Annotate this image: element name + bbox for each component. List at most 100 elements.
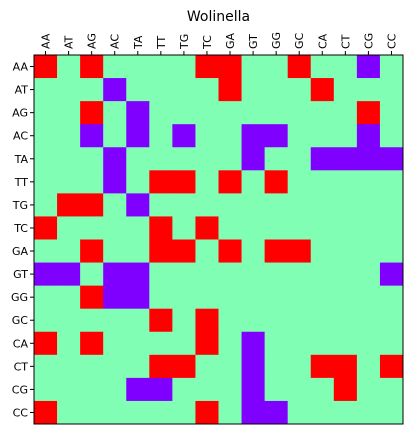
- y-tick-label: TG: [12, 199, 28, 212]
- heatmap-cell-AT-AT: [57, 78, 81, 102]
- heatmap-cell-CG-TG: [172, 377, 196, 402]
- heatmap-cell-CC-AT: [57, 400, 81, 425]
- heatmap-cell-TC-AA: [34, 216, 58, 240]
- heatmap-cell-CG-GT: [241, 377, 266, 402]
- heatmap-cell-CC-AA: [34, 400, 58, 425]
- heatmap-cell-GA-AG: [80, 239, 104, 263]
- heatmap-cell-CT-GC: [287, 354, 312, 379]
- heatmap-cell-TC-AG: [80, 216, 104, 240]
- heatmap-cell-TG-GC: [287, 193, 312, 217]
- x-tick-label: AG: [86, 33, 99, 49]
- heatmap-cell-GG-TG: [172, 285, 196, 310]
- x-axis-ticks: AA AT AG AC TA TT TG TC GA GT GG GC CA CT CG CC: [40, 32, 398, 55]
- heatmap-cell-CC-CA: [310, 400, 335, 425]
- heatmap-cell-CG-AC: [103, 377, 127, 402]
- heatmap-cell-CC-TT: [149, 400, 173, 425]
- heatmap-cell-AA-GG: [264, 55, 289, 79]
- heatmap-cell-AG-TA: [126, 101, 150, 125]
- heatmap-cell-TT-AT: [57, 170, 81, 194]
- y-tick-label: GC: [12, 314, 29, 327]
- heatmap-cell-TG-TC: [195, 193, 219, 217]
- heatmap-cell-CG-CC: [379, 377, 404, 402]
- heatmap-cell-GT-GG: [264, 262, 289, 287]
- heatmap-cell-TC-AT: [57, 216, 81, 240]
- heatmap-cell-GG-CA: [310, 285, 335, 310]
- heatmap-cell-TG-TG: [172, 193, 196, 217]
- heatmap-cell-CC-CC: [379, 400, 404, 425]
- heatmap-cell-AA-CG: [356, 55, 381, 79]
- heatmap-cell-TC-TC: [195, 216, 219, 240]
- heatmap-cell-TA-TC: [195, 147, 219, 171]
- heatmap-cell-CA-CA: [310, 331, 335, 356]
- heatmap-cell-AG-GT: [241, 101, 266, 125]
- heatmap-cell-CT-CC: [379, 354, 404, 379]
- heatmap-cell-GT-CG: [356, 262, 381, 287]
- heatmap-cell-TT-GG: [264, 170, 289, 194]
- heatmap-cell-CT-TT: [149, 354, 173, 379]
- heatmap-cell-AC-GG: [264, 124, 289, 148]
- heatmap-cell-AA-TC: [195, 55, 219, 79]
- heatmap-cell-TT-TT: [149, 170, 173, 194]
- heatmap-cell-GA-CT: [333, 239, 358, 263]
- heatmap-cell-GC-CG: [356, 308, 381, 333]
- heatmap-cell-AC-CA: [310, 124, 335, 148]
- x-tick-label: CG: [362, 33, 375, 49]
- heatmap-cell-CT-TC: [195, 354, 219, 379]
- heatmap-cell-CG-AA: [34, 377, 58, 402]
- heatmap-cell-CT-AC: [103, 354, 127, 379]
- heatmap-cell-GA-AC: [103, 239, 127, 263]
- heatmap-cell-CA-CT: [333, 331, 358, 356]
- heatmap-cell-GA-GA: [218, 239, 242, 263]
- x-tick-label: CC: [385, 33, 398, 49]
- heatmap-cell-GA-GG: [264, 239, 289, 263]
- heatmap-cell-CA-GT: [241, 331, 266, 356]
- heatmap-cell-AG-TG: [172, 101, 196, 125]
- heatmap-cell-AT-GC: [287, 78, 312, 102]
- heatmap-cell-AA-GA: [218, 55, 242, 79]
- heatmap-cell-TA-AC: [103, 147, 127, 171]
- heatmap-cell-AC-GC: [287, 124, 312, 148]
- heatmap-cell-AG-AC: [103, 101, 127, 125]
- heatmap-cell-TA-AG: [80, 147, 104, 171]
- heatmap-cell-TT-AA: [34, 170, 58, 194]
- heatmap-cell-AT-AG: [80, 78, 104, 102]
- heatmap-cell-CT-AT: [57, 354, 81, 379]
- heatmap-cell-AC-TT: [149, 124, 173, 148]
- y-tick-label: TC: [13, 222, 28, 235]
- heatmap-cell-TA-GA: [218, 147, 242, 171]
- heatmap-cell-CC-AG: [80, 400, 104, 425]
- heatmap-cell-TG-GT: [241, 193, 266, 217]
- heatmap-cell-AA-CC: [379, 55, 404, 79]
- heatmap-cell-TC-GT: [241, 216, 266, 240]
- heatmap-cell-GC-GG: [264, 308, 289, 333]
- heatmap-cell-TC-GA: [218, 216, 242, 240]
- heatmap-cell-GC-GT: [241, 308, 266, 333]
- y-tick-label: GG: [11, 291, 28, 304]
- heatmap-cell-TG-AT: [57, 193, 81, 217]
- heatmap-cell-AT-CA: [310, 78, 335, 102]
- heatmap-cell-GG-AT: [57, 285, 81, 310]
- heatmap-cell-CA-GG: [264, 331, 289, 356]
- heatmap-cell-GG-CT: [333, 285, 358, 310]
- x-tick-label: AA: [40, 33, 53, 49]
- heatmap-cell-CC-GA: [218, 400, 242, 425]
- heatmap-cell-CC-TG: [172, 400, 196, 425]
- heatmap-cell-AG-AA: [34, 101, 58, 125]
- heatmap-cell-CT-TG: [172, 354, 196, 379]
- heatmap-cell-GC-TA: [126, 308, 150, 333]
- heatmap-cell-TA-CA: [310, 147, 335, 171]
- heatmap-cell-TG-CT: [333, 193, 358, 217]
- heatmap-cell-GC-GA: [218, 308, 242, 333]
- heatmap-cell-TT-GT: [241, 170, 266, 194]
- heatmap-cell-CG-GG: [264, 377, 289, 402]
- y-tick-label: GT: [13, 268, 28, 281]
- heatmap-cell-AG-AG: [80, 101, 104, 125]
- heatmap-cell-GA-AA: [34, 239, 58, 263]
- heatmap-cell-CG-AT: [57, 377, 81, 402]
- heatmap-cell-TT-CG: [356, 170, 381, 194]
- heatmap-cell-AG-CA: [310, 101, 335, 125]
- heatmap-cell-TA-TG: [172, 147, 196, 171]
- heatmap-cell-TT-AC: [103, 170, 127, 194]
- heatmap-cell-TG-CA: [310, 193, 335, 217]
- heatmap-cell-CA-TC: [195, 331, 219, 356]
